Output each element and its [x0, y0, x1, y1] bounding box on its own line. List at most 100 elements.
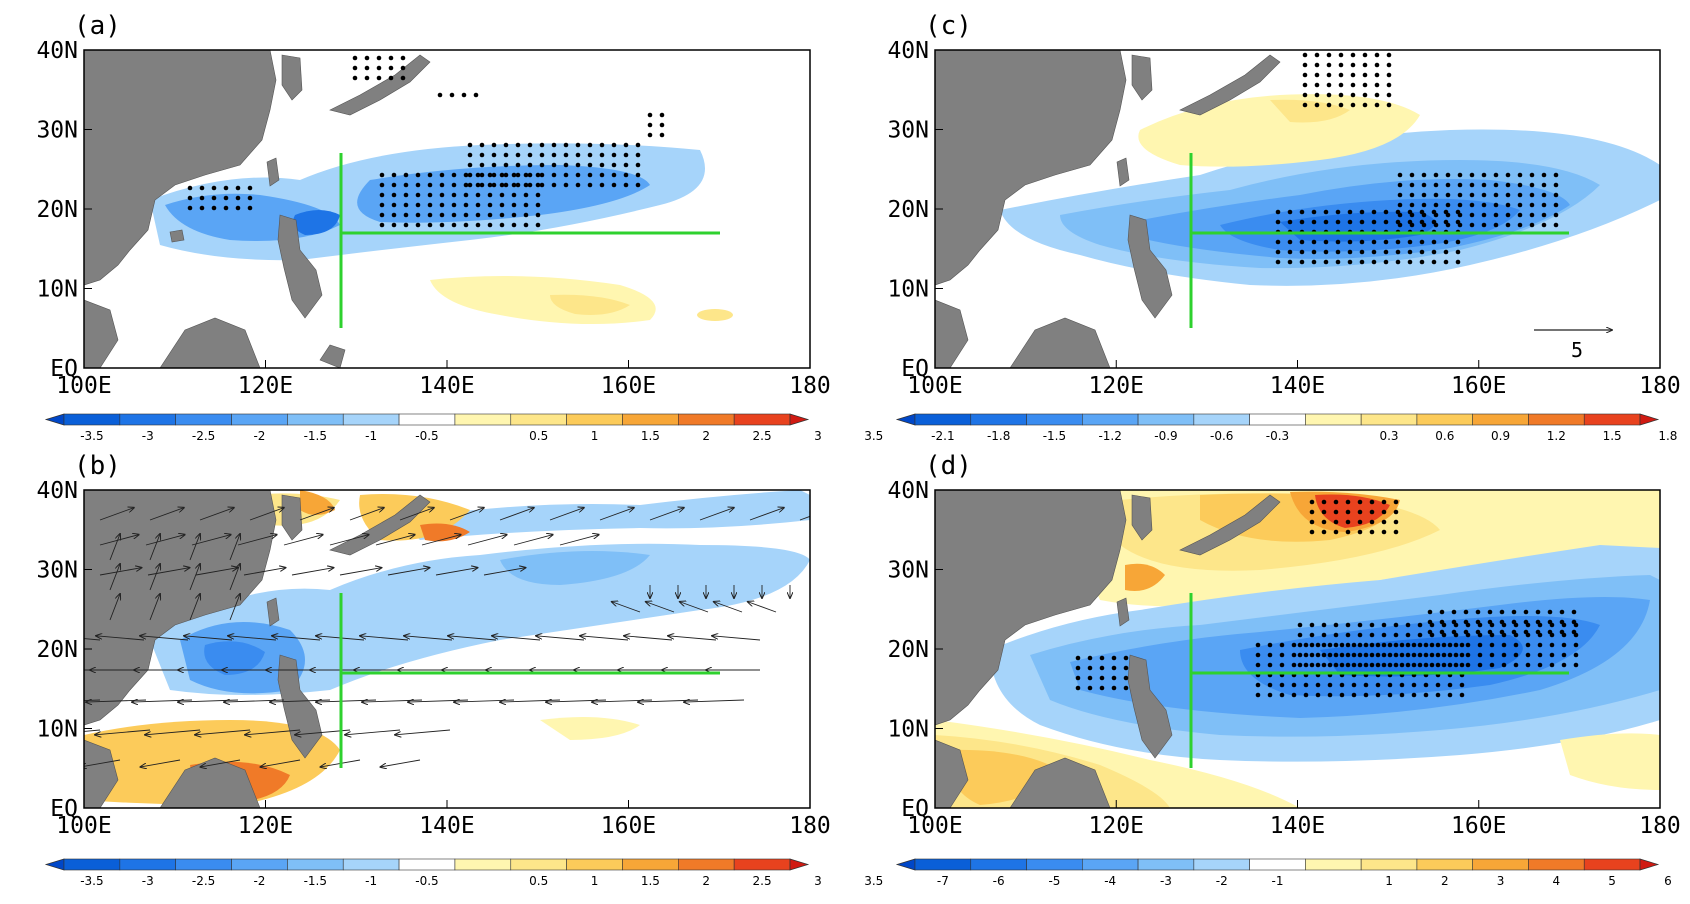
- panel-b-guide-lines: [339, 593, 720, 768]
- significance-dot: [1381, 499, 1387, 505]
- significance-dot: [1350, 72, 1356, 78]
- significance-dot: [527, 152, 533, 158]
- colorbar-swatch: [287, 858, 344, 871]
- significance-dot: [1525, 662, 1531, 668]
- significance-dot: [1469, 172, 1475, 178]
- significance-dot: [539, 162, 545, 168]
- significance-dot: [1267, 642, 1273, 648]
- significance-dot: [1445, 222, 1451, 228]
- y-tick-label: 20N: [36, 197, 78, 223]
- colorbar-tick-label: -2: [1216, 874, 1228, 888]
- significance-dot: [1443, 239, 1449, 245]
- significance-dot: [1311, 239, 1317, 245]
- significance-dot: [1433, 172, 1439, 178]
- panel-c-colorbar: -2.1 -1.8 -1.5 -1.2 -0.9 -0.6 -0.3 0.3 0.6 0.9 1.2…: [895, 413, 1677, 443]
- wind-vector: [559, 535, 599, 546]
- significance-dot: [1339, 652, 1345, 658]
- significance-dot: [515, 152, 521, 158]
- significance-dot: [1573, 642, 1579, 648]
- significance-dot: [1451, 629, 1457, 635]
- significance-dot: [1469, 222, 1475, 228]
- significance-dot: [1338, 72, 1344, 78]
- x-tick-label: 100E: [907, 813, 962, 839]
- panel-b-land: [84, 490, 431, 808]
- significance-dot: [1421, 212, 1427, 218]
- significance-dot: [1465, 642, 1471, 648]
- significance-dot: [1362, 72, 1368, 78]
- x-tick-label: 100E: [907, 373, 962, 399]
- significance-dot: [551, 172, 557, 178]
- significance-dot: [1559, 629, 1565, 635]
- colorbar-swatch: [1026, 858, 1083, 871]
- wind-vector: [404, 636, 453, 641]
- wind-vector: [145, 729, 201, 735]
- significance-dot: [451, 222, 457, 228]
- significance-dot: [1441, 652, 1447, 658]
- significance-dot: [1309, 652, 1315, 658]
- panel-label: (a): [74, 11, 121, 41]
- philippines-islands: [277, 214, 323, 319]
- wind-vector: [580, 636, 629, 641]
- significance-dot: [1375, 682, 1381, 688]
- significance-dot: [449, 92, 455, 98]
- significance-dot: [1411, 642, 1417, 648]
- significance-dot: [623, 172, 629, 178]
- significance-dot: [1350, 102, 1356, 108]
- significance-dot: [1351, 652, 1357, 658]
- significance-dot: [1381, 622, 1387, 628]
- colorbar-tick-label: 3: [1497, 874, 1505, 888]
- significance-dot: [235, 195, 241, 201]
- significance-dot: [1345, 499, 1351, 505]
- significance-dot: [1387, 662, 1393, 668]
- significance-dot: [211, 205, 217, 211]
- wind-vector: [109, 564, 120, 591]
- significance-dot: [1431, 249, 1437, 255]
- sulawesi-island: [319, 344, 346, 368]
- significance-dot: [499, 182, 505, 188]
- significance-dot: [1291, 652, 1297, 658]
- japan-islands: [329, 494, 431, 556]
- significance-dot: [1393, 642, 1399, 648]
- significance-dot: [199, 185, 205, 191]
- significance-dot: [1529, 222, 1535, 228]
- colorbar-swatch: [510, 858, 567, 871]
- significance-dot: [427, 172, 433, 178]
- significance-dot: [1311, 249, 1317, 255]
- wind-vector: [549, 508, 584, 521]
- wind-vector: [395, 729, 451, 735]
- wind-vector: [299, 508, 334, 521]
- significance-dot: [1374, 82, 1380, 88]
- significance-dot: [1433, 192, 1439, 198]
- wind-vector: [140, 636, 189, 641]
- significance-dot: [575, 182, 581, 188]
- significance-dot: [1326, 52, 1332, 58]
- colorbar-swatch: [566, 413, 623, 426]
- significance-dot: [1333, 632, 1339, 638]
- japan-islands: [1179, 54, 1281, 116]
- significance-dot: [1443, 249, 1449, 255]
- significance-dot: [1381, 529, 1387, 535]
- significance-dot: [1314, 62, 1320, 68]
- pos-anomaly-north: [1138, 94, 1420, 167]
- significance-dot: [1505, 212, 1511, 218]
- wind-vector: [147, 568, 189, 576]
- significance-dot: [1279, 692, 1285, 698]
- colorbar-swatch: [1305, 413, 1362, 426]
- significance-dot: [463, 222, 469, 228]
- significance-dot: [1397, 172, 1403, 178]
- significance-dot: [1314, 102, 1320, 108]
- significance-dot: [1481, 222, 1487, 228]
- colorbar-swatch: [1026, 413, 1083, 426]
- colorbar-tick-label: 0.3: [1379, 429, 1398, 443]
- panel-label: (d): [925, 451, 972, 481]
- significance-dot: [1399, 662, 1405, 668]
- significance-dot: [1409, 172, 1415, 178]
- pos-anomaly-east: [1560, 733, 1660, 790]
- colorbar-tick-label: 2.5: [753, 874, 772, 888]
- colorbar-tick-label: -0.5: [415, 874, 438, 888]
- colorbar-swatch: [175, 858, 232, 871]
- significance-dot: [1338, 92, 1344, 98]
- significance-dot: [1421, 172, 1427, 178]
- significance-dot: [1411, 652, 1417, 658]
- significance-dot: [1347, 259, 1353, 265]
